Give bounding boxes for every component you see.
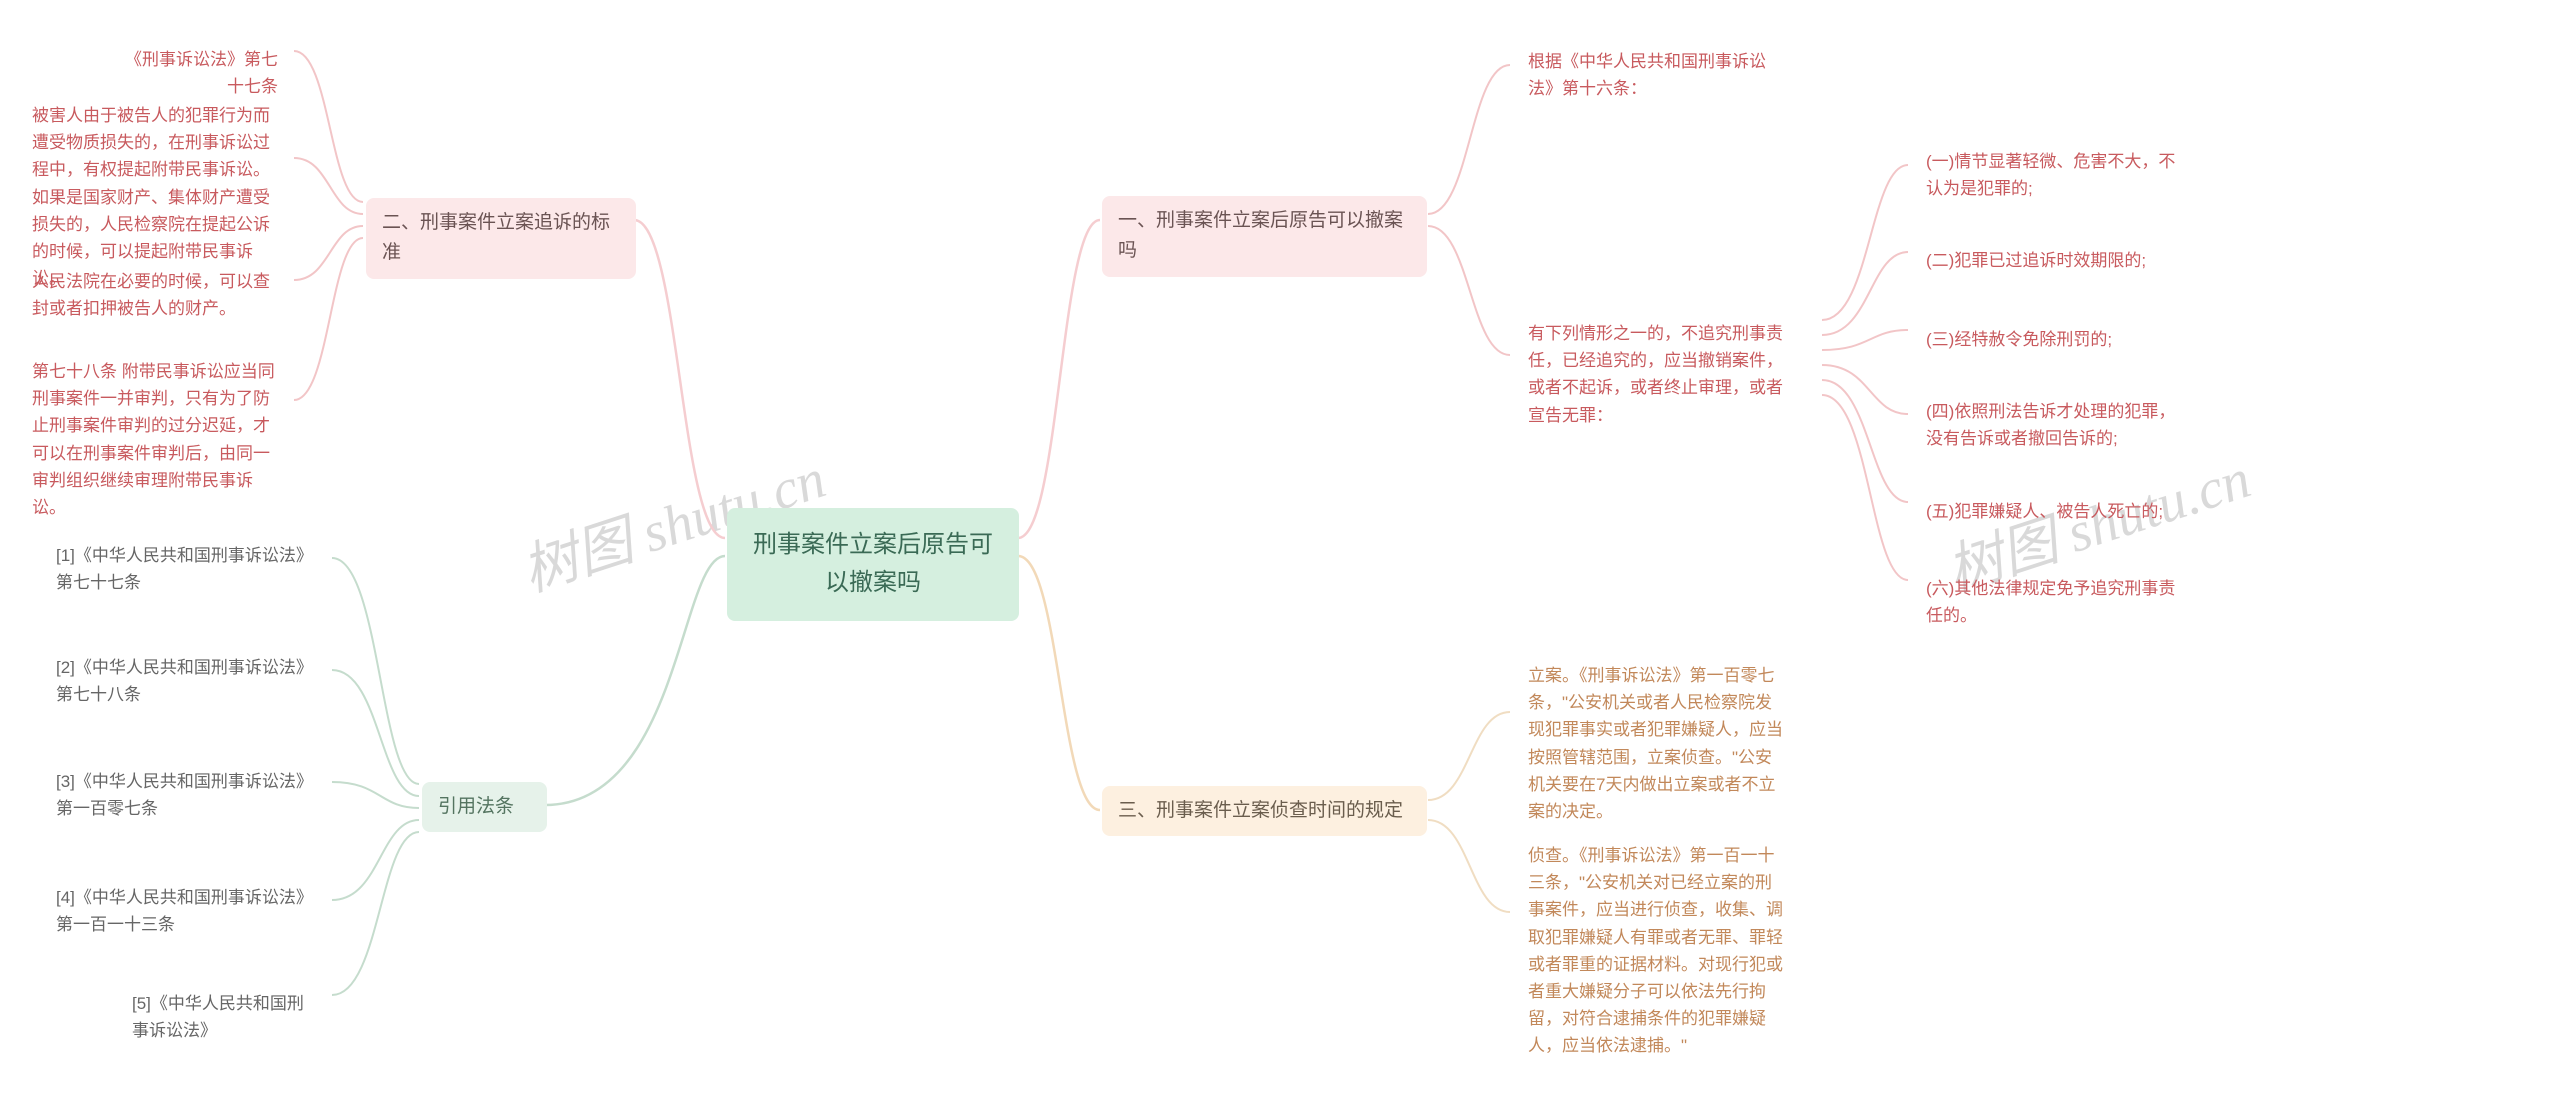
root-node[interactable]: 刑事案件立案后原告可以撤案吗 [727, 508, 1019, 621]
b4-child-4: [4]《中华人民共和国刑事诉讼法》 第一百一十三条 [40, 874, 330, 948]
b3-child-1: 立案。《刑事诉讼法》第一百零七条，"公安机关或者人民检察院发现犯罪事实或者犯罪嫌… [1512, 652, 1802, 835]
b1-c2-s5: (五)犯罪嫌疑人、被告人死亡的; [1910, 488, 2200, 535]
b1-child-1: 根据《中华人民共和国刑事诉讼法》第十六条： [1512, 38, 1802, 112]
b4-child-2: [2]《中华人民共和国刑事诉讼法》 第七十八条 [40, 644, 330, 718]
branch-3[interactable]: 三、刑事案件立案侦查时间的规定 [1102, 786, 1427, 836]
b2-child-4: 第七十八条 附带民事诉讼应当同刑事案件一并审判，只有为了防止刑事案件审判的过分迟… [16, 348, 294, 531]
b1-c2-s4: (四)依照刑法告诉才处理的犯罪，没有告诉或者撤回告诉的; [1910, 388, 2200, 462]
branch-1[interactable]: 一、刑事案件立案后原告可以撤案吗 [1102, 196, 1427, 277]
branch-2[interactable]: 二、刑事案件立案追诉的标准 [366, 198, 636, 279]
b1-c2-s2: (二)犯罪已过追诉时效期限的; [1910, 237, 2200, 284]
b4-child-1: [1]《中华人民共和国刑事诉讼法》 第七十七条 [40, 532, 330, 606]
branch-4[interactable]: 引用法条 [422, 782, 547, 832]
b3-child-2: 侦查。《刑事诉讼法》第一百一十三条，"公安机关对已经立案的刑事案件，应当进行侦查… [1512, 832, 1802, 1070]
b1-c2-s1: (一)情节显著轻微、危害不大，不认为是犯罪的; [1910, 138, 2200, 212]
b2-child-3: 人民法院在必要的时候，可以查封或者扣押被告人的财产。 [16, 258, 294, 332]
b4-child-5: [5]《中华人民共和国刑事诉讼法》 [116, 980, 332, 1054]
b1-child-2: 有下列情形之一的，不追究刑事责任，已经追究的，应当撤销案件，或者不起诉，或者终止… [1512, 310, 1802, 439]
b1-c2-s6: (六)其他法律规定免予追究刑事责任的。 [1910, 565, 2200, 639]
b4-child-3: [3]《中华人民共和国刑事诉讼法》 第一百零七条 [40, 758, 330, 832]
b1-c2-s3: (三)经特赦令免除刑罚的; [1910, 316, 2200, 363]
